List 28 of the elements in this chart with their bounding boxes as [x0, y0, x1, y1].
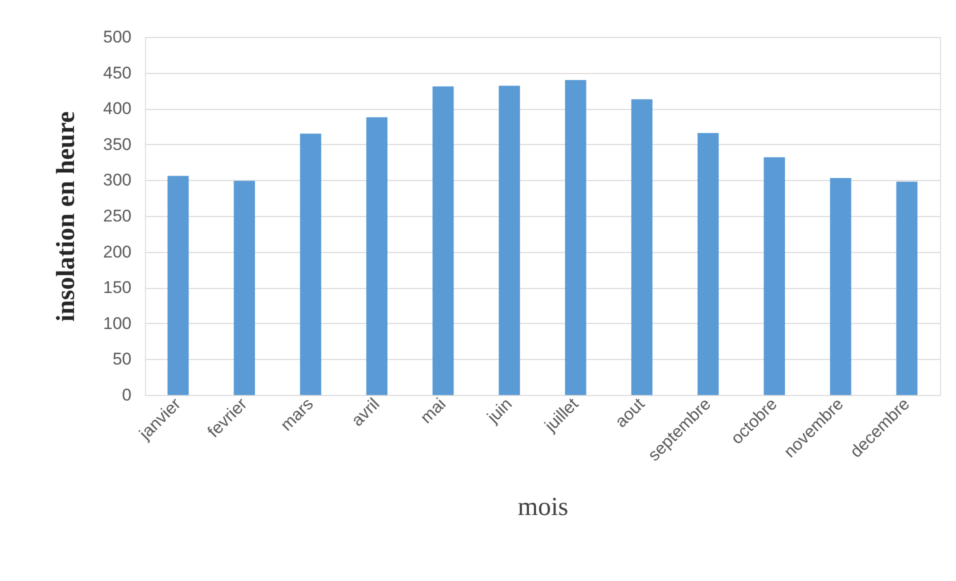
bar	[300, 134, 322, 395]
x-tick-label: juin	[482, 394, 516, 428]
bar	[366, 117, 388, 395]
bar	[698, 132, 719, 395]
y-tick-label: 500	[103, 28, 132, 46]
y-tick-label: 0	[122, 386, 132, 404]
bar	[432, 86, 454, 395]
x-tick-label: mai	[416, 394, 450, 428]
y-tick-label: 300	[103, 170, 132, 190]
bar	[830, 178, 852, 395]
x-axis-title: mois	[518, 492, 568, 521]
y-axis-title: insolation en heure	[51, 111, 80, 322]
y-tick-label: 400	[103, 99, 132, 118]
bar	[498, 86, 520, 395]
y-tick-label: 200	[103, 242, 132, 262]
y-tick-label: 150	[103, 278, 132, 298]
bar	[631, 99, 652, 395]
y-tick-label: 350	[103, 134, 132, 154]
y-tick-label: 50	[112, 350, 132, 369]
y-tick-label: 450	[103, 63, 132, 82]
bar	[565, 80, 586, 395]
y-tick-label: 250	[103, 206, 132, 226]
x-tick-label: aout	[611, 394, 648, 432]
bar	[896, 182, 918, 395]
bar	[168, 176, 189, 395]
bar	[234, 180, 255, 395]
y-tick-label: 100	[103, 314, 132, 333]
bar	[764, 157, 785, 395]
